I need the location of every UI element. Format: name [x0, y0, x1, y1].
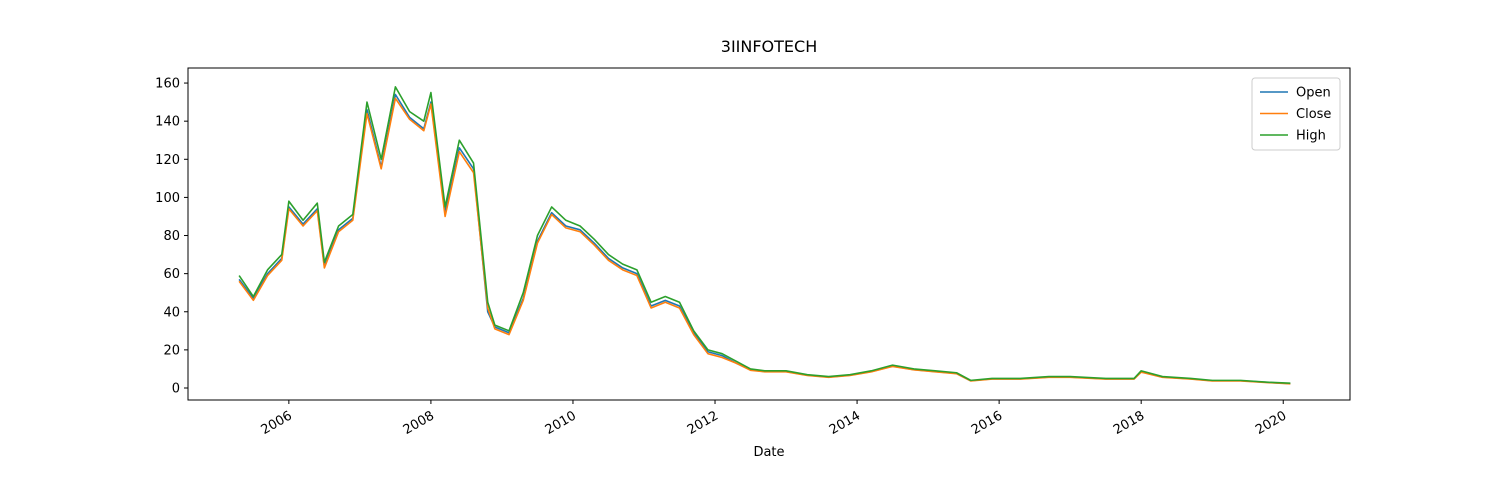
line-series — [238, 93, 1291, 385]
y-tick-label: 120 — [155, 153, 180, 168]
y-tick-label: 20 — [163, 343, 180, 358]
x-tick-label: 2012 — [685, 408, 721, 438]
plot-frame — [187, 67, 1351, 401]
x-tick-label: 2006 — [259, 408, 295, 438]
legend-label: High — [1296, 129, 1326, 144]
x-tick-label: 2014 — [827, 408, 863, 438]
x-tick-label: 2016 — [969, 408, 1005, 438]
y-tick-label: 40 — [163, 305, 180, 320]
y-tick-label: 140 — [155, 115, 180, 130]
y-tick-label: 100 — [155, 191, 180, 206]
y-tick-label: 80 — [163, 229, 180, 244]
legend-box — [1251, 77, 1341, 151]
x-tick-label: 2020 — [1253, 408, 1289, 438]
x-tick-label: 2008 — [401, 408, 437, 438]
legend-label: Close — [1296, 107, 1331, 122]
y-tick-label: 160 — [155, 77, 180, 92]
chart-title: 3IINFOTECH — [721, 37, 817, 56]
line-series — [238, 97, 1291, 385]
legend-label: Open — [1296, 86, 1331, 101]
x-tick-label: 2010 — [543, 408, 579, 438]
line-series — [238, 86, 1291, 385]
x-axis-label: Date — [753, 445, 784, 460]
x-tick-label: 2018 — [1111, 408, 1147, 438]
y-tick-label: 0 — [172, 381, 180, 396]
y-tick-label: 60 — [163, 267, 180, 282]
